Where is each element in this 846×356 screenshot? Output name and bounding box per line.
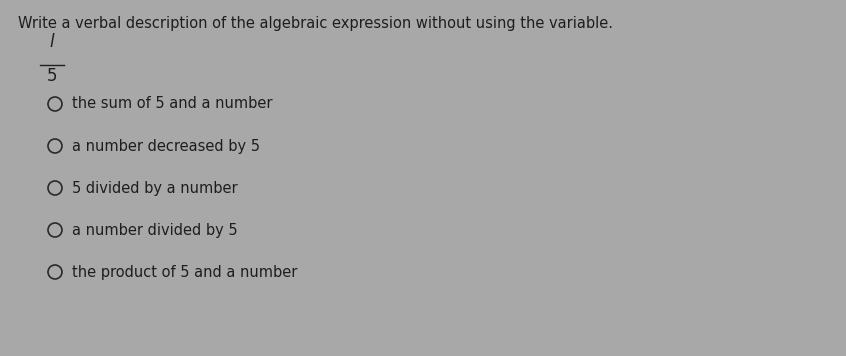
Text: Write a verbal description of the algebraic expression without using the variabl: Write a verbal description of the algebr…	[18, 16, 613, 31]
Text: the sum of 5 and a number: the sum of 5 and a number	[72, 96, 272, 111]
Text: 5: 5	[47, 67, 58, 85]
Text: a number decreased by 5: a number decreased by 5	[72, 138, 260, 153]
Text: l: l	[50, 33, 54, 51]
Text: 5 divided by a number: 5 divided by a number	[72, 180, 238, 195]
Text: the product of 5 and a number: the product of 5 and a number	[72, 265, 298, 279]
Text: a number divided by 5: a number divided by 5	[72, 222, 238, 237]
